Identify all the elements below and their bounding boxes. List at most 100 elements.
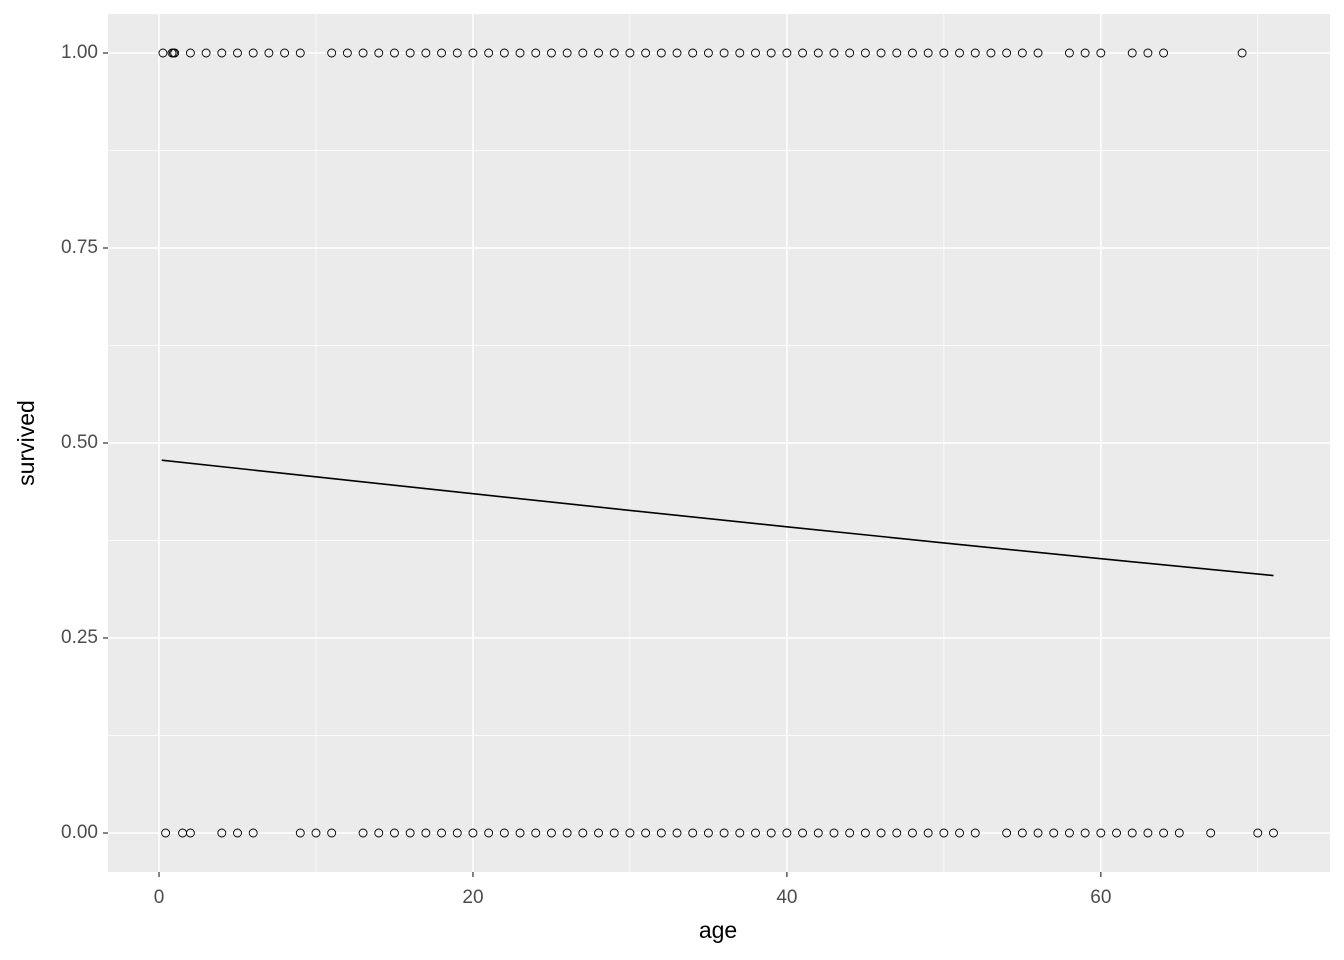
point xyxy=(829,48,839,58)
point xyxy=(908,48,917,58)
point xyxy=(468,48,478,58)
point xyxy=(703,48,713,58)
point xyxy=(1253,828,1263,838)
point xyxy=(1206,828,1216,838)
point xyxy=(813,48,823,58)
y-tick-label: 0.00 xyxy=(61,822,98,843)
point xyxy=(813,828,823,838)
point xyxy=(1064,48,1074,58)
point xyxy=(390,828,399,838)
point xyxy=(609,48,619,58)
point xyxy=(1143,828,1153,838)
point xyxy=(939,828,949,838)
point xyxy=(939,48,949,58)
point xyxy=(735,48,745,58)
point xyxy=(531,48,541,58)
point xyxy=(672,828,682,838)
x-tick-label: 40 xyxy=(776,887,797,908)
point xyxy=(860,48,870,58)
point xyxy=(358,48,368,58)
point xyxy=(1112,828,1121,838)
point xyxy=(892,828,902,838)
point xyxy=(766,828,776,838)
point xyxy=(327,828,337,838)
point xyxy=(876,828,886,838)
x-axis-title: age xyxy=(699,917,737,943)
point xyxy=(798,48,808,58)
point xyxy=(923,828,933,838)
point xyxy=(499,48,509,58)
point xyxy=(515,828,525,838)
point xyxy=(1080,48,1090,58)
point xyxy=(1080,828,1090,838)
x-tick-label: 60 xyxy=(1090,887,1111,908)
point xyxy=(641,828,651,838)
point xyxy=(405,48,415,58)
point xyxy=(876,48,886,58)
point xyxy=(248,828,258,838)
point xyxy=(1017,828,1027,838)
point xyxy=(1174,828,1184,838)
point xyxy=(955,828,965,838)
y-axis-title: survived xyxy=(13,400,39,486)
point xyxy=(201,48,211,58)
point xyxy=(672,48,682,58)
point xyxy=(1096,828,1106,838)
point xyxy=(562,828,572,838)
point xyxy=(531,828,541,838)
point xyxy=(609,828,619,838)
point xyxy=(468,828,478,838)
point xyxy=(829,828,839,838)
point xyxy=(719,48,729,58)
point xyxy=(327,48,337,58)
point xyxy=(562,48,572,58)
point xyxy=(955,48,965,58)
point xyxy=(798,828,808,838)
point xyxy=(1049,828,1059,838)
point xyxy=(158,48,168,58)
y-tick-label: 0.50 xyxy=(61,432,98,453)
point xyxy=(703,828,713,838)
point xyxy=(1017,48,1027,58)
x-tick-label: 20 xyxy=(462,887,483,908)
point xyxy=(986,48,996,58)
point xyxy=(358,828,368,838)
point xyxy=(405,828,415,838)
point xyxy=(1033,48,1043,58)
point xyxy=(719,828,729,838)
point xyxy=(578,48,588,58)
point xyxy=(233,828,242,838)
point xyxy=(421,48,431,58)
point xyxy=(782,48,792,58)
point xyxy=(499,828,509,838)
point xyxy=(735,828,745,838)
point xyxy=(161,828,171,838)
point xyxy=(845,828,855,838)
point xyxy=(185,828,195,838)
point xyxy=(594,48,603,58)
point xyxy=(908,828,917,838)
point xyxy=(1127,828,1137,838)
point xyxy=(452,828,462,838)
point xyxy=(594,828,603,838)
point xyxy=(374,828,384,838)
point xyxy=(1002,48,1012,58)
x-tick-label: 0 xyxy=(154,887,165,908)
y-tick-label: 1.00 xyxy=(61,42,98,63)
point xyxy=(280,48,290,58)
point xyxy=(295,48,305,58)
point xyxy=(185,48,195,58)
point xyxy=(923,48,933,58)
point xyxy=(421,828,431,838)
point xyxy=(656,828,666,838)
point xyxy=(1159,48,1169,58)
point xyxy=(264,48,274,58)
point xyxy=(625,48,635,58)
point xyxy=(546,828,556,838)
point xyxy=(766,48,776,58)
point xyxy=(1096,48,1106,58)
point xyxy=(217,828,227,838)
point xyxy=(688,48,698,58)
point xyxy=(1033,828,1043,838)
y-tick-label: 0.25 xyxy=(61,627,98,648)
